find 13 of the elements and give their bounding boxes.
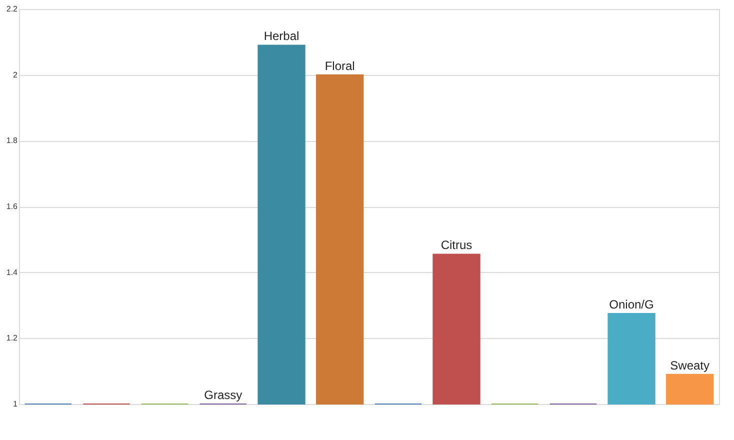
y-tick-label: 2 [13, 70, 18, 80]
y-tick-label: 1.8 [6, 136, 18, 146]
x-tick-label: Sweaty [670, 358, 710, 372]
y-tick-label: 1.6 [6, 202, 18, 211]
y-tick-label: 2.2 [6, 4, 18, 14]
x-tick-label: Citrus [440, 238, 472, 252]
x-tick-label: Grassy [204, 388, 242, 402]
y-tick-label: 1.2 [6, 334, 18, 343]
x-tick-label: Floral [324, 58, 355, 73]
y-tick-label: 1 [13, 400, 18, 408]
x-tick-label: Herbal [264, 29, 300, 44]
x-tick-label: Onion/G [609, 297, 654, 312]
y-tick-label: 1.4 [6, 268, 18, 277]
